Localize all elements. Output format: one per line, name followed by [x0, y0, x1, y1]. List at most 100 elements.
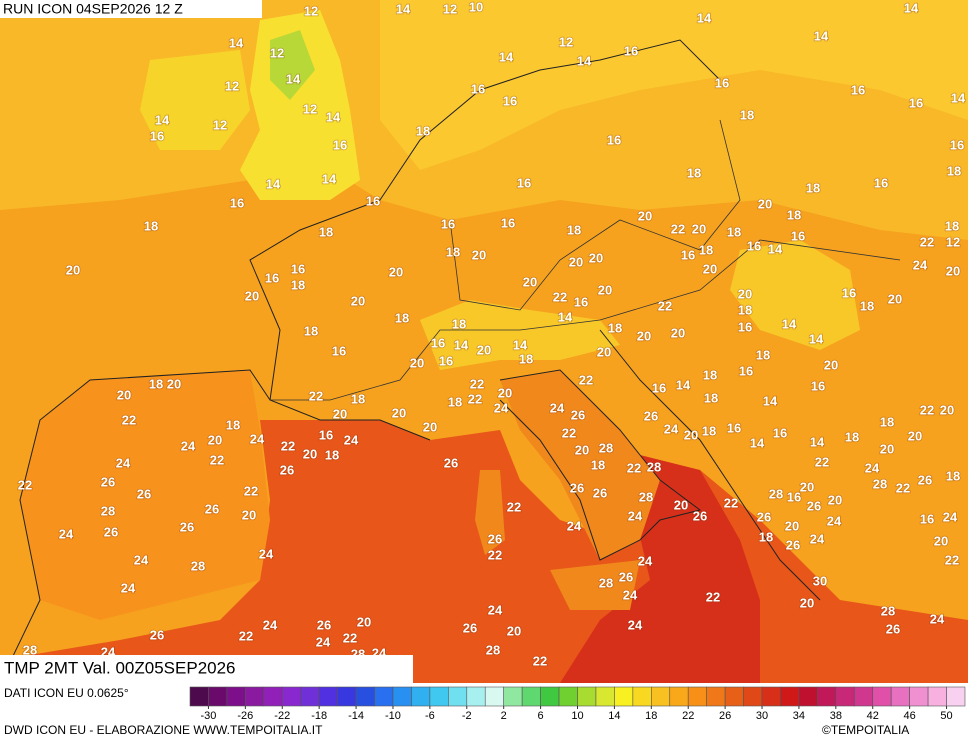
colorbar-swatch: [245, 686, 265, 707]
colorbar-swatch: [577, 686, 597, 707]
temperature-label: 10: [469, 0, 483, 14]
temperature-label: 16: [811, 378, 825, 393]
temperature-label: 22: [343, 630, 357, 645]
temperature-label: 22: [210, 452, 224, 467]
temperature-label: 28: [873, 476, 887, 491]
valid-title: TMP 2MT Val. 00Z05SEP2026: [4, 658, 236, 677]
temperature-label: 18: [699, 242, 713, 257]
colorbar-swatch: [448, 686, 468, 707]
colorbar-swatch: [724, 686, 744, 707]
colorbar-swatch: [632, 686, 652, 707]
temperature-label: 26: [463, 620, 477, 635]
colorbar-swatch: [540, 686, 560, 707]
colorbar-tick-label: 50: [940, 710, 952, 722]
valid-box: [0, 655, 413, 683]
temperature-label: 14: [768, 241, 783, 256]
temperature-label: 28: [647, 459, 661, 474]
temperature-label: 16: [333, 137, 347, 152]
temperature-label: 20: [692, 221, 706, 236]
temperature-label: 12: [213, 117, 227, 132]
colorbar-swatch: [909, 686, 929, 707]
temperature-label: 14: [513, 337, 528, 352]
iberia: [20, 370, 270, 620]
colorbar-tick-label: 38: [830, 710, 842, 722]
temperature-label: 26: [488, 531, 502, 546]
temperature-label: 24: [134, 552, 149, 567]
temperature-label: 26: [693, 508, 707, 523]
temperature-label: 26: [571, 407, 585, 422]
temperature-label: 14: [322, 171, 337, 186]
temperature-label: 16: [715, 75, 729, 90]
temperature-label: 30: [813, 573, 827, 588]
temperature-label: 20: [575, 442, 589, 457]
temperature-label: 26: [644, 408, 658, 423]
temperature-label: 24: [810, 531, 825, 546]
temperature-label: 18: [448, 394, 462, 409]
temperature-label: 26: [205, 501, 219, 516]
temperature-label: 14: [286, 71, 301, 86]
colorbar-swatch: [780, 686, 800, 707]
temperature-label: 22: [671, 221, 685, 236]
temperature-label: 18: [947, 163, 961, 178]
temperature-label: 18: [591, 457, 605, 472]
temperature-label: 28: [769, 486, 783, 501]
colorbar-swatch: [798, 686, 818, 707]
temperature-label: 18: [727, 224, 741, 239]
temperature-label: 20: [908, 428, 922, 443]
temperature-label: 18: [395, 310, 409, 325]
colorbar-swatch: [300, 686, 320, 707]
temperature-label: 18: [144, 218, 158, 233]
temperature-label: 22: [122, 412, 136, 427]
temperature-label: 28: [101, 503, 115, 518]
temperature-label: 24: [664, 421, 679, 436]
temperature-label: 14: [697, 10, 712, 25]
temperature-label: 18: [325, 447, 339, 462]
temperature-label: 24: [316, 634, 331, 649]
coastline: [599, 329, 821, 601]
temperature-label: 16: [773, 425, 787, 440]
temperature-label: 26: [619, 569, 633, 584]
temperature-label: 16: [441, 216, 455, 231]
colorbar-swatch: [226, 686, 246, 707]
temperature-label: 20: [888, 291, 902, 306]
colorbar-swatch: [614, 686, 634, 707]
credit: DWD ICON EU - ELABORAZIONE WWW.TEMPOITAL…: [4, 723, 323, 737]
colorbar-swatch: [484, 686, 504, 707]
temperature-label: 18: [416, 123, 430, 138]
temperature-label: 22: [920, 402, 934, 417]
temperature-label: 20: [117, 387, 131, 402]
temperature-label: 18: [687, 165, 701, 180]
temperature-label: 20: [245, 288, 259, 303]
colorbar-tick-label: 18: [645, 710, 657, 722]
colorbar-tick-label: 22: [682, 710, 694, 722]
temperature-label: 28: [23, 642, 37, 657]
temperature-label: 18: [759, 529, 773, 544]
temperature-label: 20: [392, 405, 406, 420]
colorbar-tick-label: -2: [462, 710, 472, 722]
temperature-label: 16: [574, 294, 588, 309]
temperature-label: 20: [208, 432, 222, 447]
temperature-label: 12: [443, 1, 457, 16]
temperature-label: 14: [951, 90, 966, 105]
temperature-label: 24: [121, 580, 136, 595]
temperature-label: 18: [860, 298, 874, 313]
colorbar-swatch: [687, 686, 707, 707]
temperature-label: 28: [639, 489, 653, 504]
temperature-label: 20: [498, 385, 512, 400]
temperature-label: 14: [499, 49, 514, 64]
temperature-label: 20: [637, 328, 651, 343]
temperature-label: 12: [559, 34, 573, 49]
temperature-label: 24: [638, 553, 653, 568]
temperature-label: 16: [624, 43, 638, 58]
colorbar-swatch: [521, 686, 541, 707]
temperature-label: 14: [326, 109, 341, 124]
temperature-label: 14: [396, 1, 411, 16]
temperature-label: 18: [845, 429, 859, 444]
temperature-label: 22: [706, 589, 720, 604]
temperature-label: 22: [553, 289, 567, 304]
temperature-label: 20: [242, 507, 256, 522]
colorbar-tick-label: 34: [793, 710, 805, 722]
temperature-label: 20: [940, 402, 954, 417]
colorbar-swatch: [337, 686, 357, 707]
